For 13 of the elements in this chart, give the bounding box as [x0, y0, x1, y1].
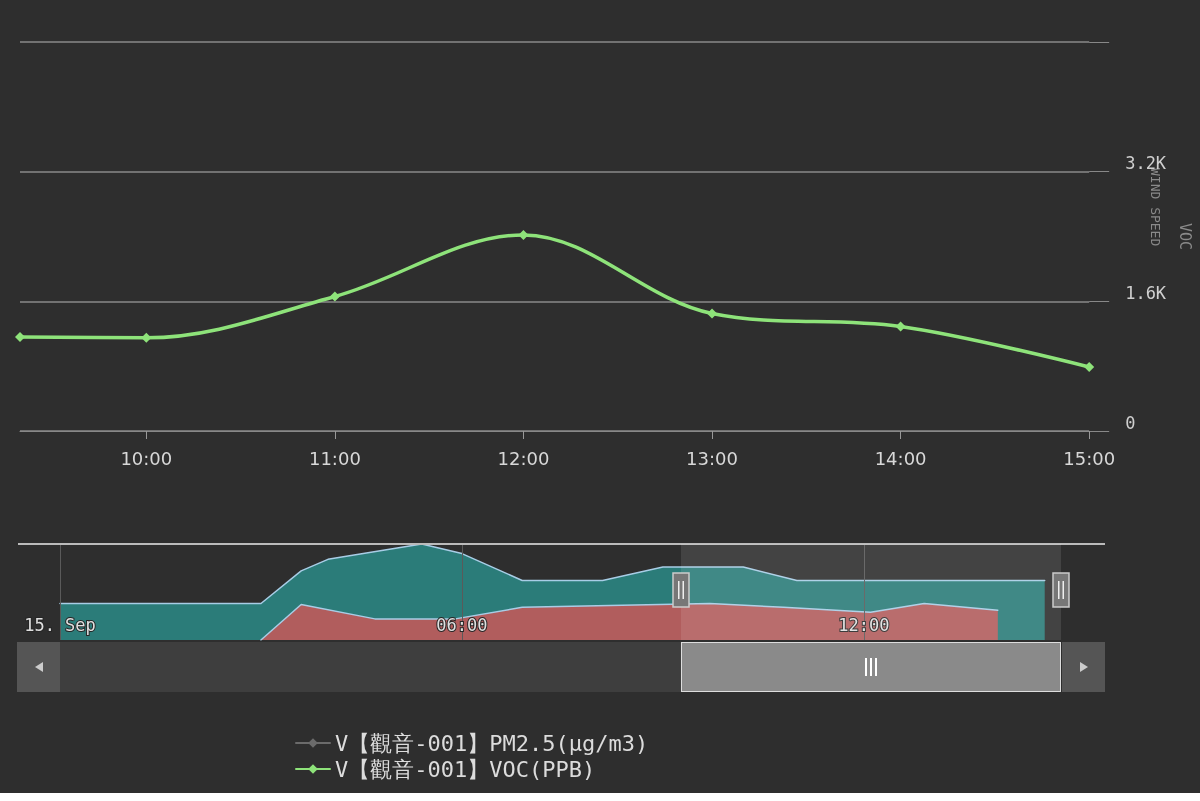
legend-label: V【觀音-001】PM2.5(μg/m3)	[335, 730, 649, 756]
x-tick-label: 13:00	[686, 447, 738, 469]
text: WIND SPEED	[1148, 168, 1163, 247]
x-tick-label: 14:00	[874, 447, 927, 469]
y-tick-label: 1.6K	[1125, 282, 1167, 303]
x-tick-label: 15:00	[1063, 447, 1116, 469]
x-tick-label: 15. Sep	[24, 614, 96, 635]
y-axis-title: VOC	[1175, 222, 1194, 251]
x-tick-label: 12:00	[497, 447, 550, 469]
x-tick-label: 11:00	[308, 447, 361, 469]
legend-label: V【觀音-001】VOC(PPB)	[335, 756, 596, 782]
y-tick-label: 0	[1125, 412, 1136, 433]
x-tick-label: 10:00	[120, 447, 173, 469]
